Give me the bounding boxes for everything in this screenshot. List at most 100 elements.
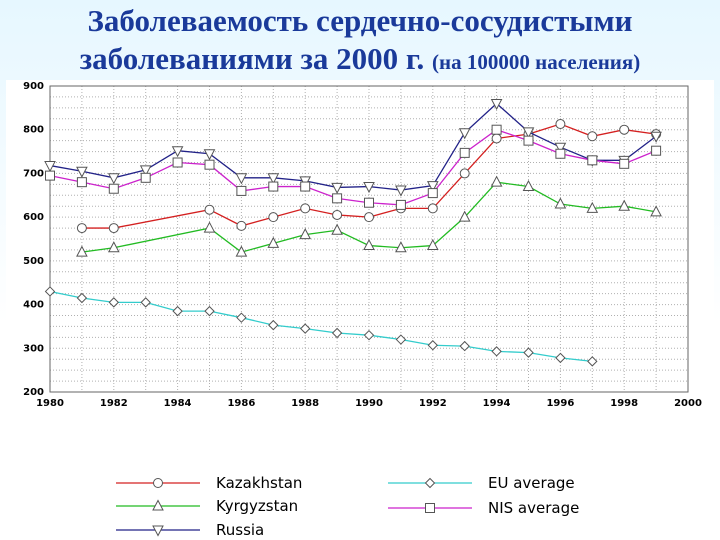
square-marker: [204, 159, 215, 170]
square-marker: [491, 124, 502, 135]
triangle-down-marker: [458, 128, 471, 140]
circle-marker: [459, 168, 470, 179]
triangle-up-marker: [235, 245, 248, 257]
square-marker: [172, 157, 183, 168]
x-tick-label: 1992: [419, 398, 447, 409]
legend-label: EU average: [488, 474, 575, 492]
circle-marker: [555, 119, 566, 130]
title-line-2: заболеваниями за 2000 г. (на 100000 насе…: [0, 40, 720, 81]
square-marker: [140, 172, 151, 183]
diamond-marker: [172, 305, 183, 317]
triangle-down-marker: [395, 185, 407, 197]
triangle-down-marker: [171, 146, 184, 158]
x-tick-label: 2000: [674, 398, 702, 409]
triangle-down-marker: [76, 166, 88, 178]
x-tick-label: 1982: [100, 398, 128, 409]
series-line-eu-average: [49, 290, 593, 363]
y-tick-label: 400: [23, 300, 44, 311]
circle-marker: [364, 212, 374, 223]
circle-marker: [268, 212, 279, 223]
chart-panel: 200 300 400 500 600 700 800 900 1980 1982 1984 198…: [6, 80, 714, 540]
triangle-up-marker: [554, 197, 567, 209]
y-tick-label: 900: [23, 81, 44, 92]
square-marker: [268, 181, 279, 192]
y-tick-label: 800: [23, 125, 44, 136]
triangle-up-marker: [76, 245, 88, 257]
triangle-down-marker: [426, 181, 439, 193]
circle-marker: [427, 203, 438, 214]
circle-marker: [204, 204, 215, 215]
y-axis-ticks: 200 300 400 500 600 700 800 900: [23, 81, 44, 398]
x-axis-ticks: 1980 1982 1984 1986 1988 1990 1992 1994 1996 1998…: [36, 398, 702, 409]
x-tick-label: 1986: [227, 398, 255, 409]
triangle-up-marker: [490, 175, 503, 187]
square-marker: [364, 197, 374, 208]
slide-title: Заболеваемость сердечно-сосудистыми забо…: [0, 2, 720, 81]
diamond-marker: [587, 356, 598, 367]
diamond-marker: [523, 347, 534, 358]
triangle-down-marker: [490, 98, 503, 111]
legend-label: Russia: [216, 521, 264, 539]
legend-item-kazakhstan: Kazakhstan: [116, 474, 302, 492]
triangle-up-marker: [203, 221, 216, 233]
triangle-down-marker: [554, 142, 567, 154]
diamond-marker: [555, 352, 566, 364]
triangle-down-marker: [152, 525, 164, 537]
triangle-up-marker: [586, 201, 599, 213]
series-nis-average: [45, 124, 662, 210]
diamond-marker: [268, 319, 279, 331]
diamond-marker: [44, 286, 56, 297]
series-kazakhstan: [76, 119, 662, 234]
diamond-marker: [363, 329, 375, 341]
legend-item-nis-average: NIS average: [388, 499, 579, 517]
triangle-down-marker: [331, 182, 343, 194]
triangle-down-marker: [107, 173, 120, 185]
square-marker: [76, 177, 87, 188]
square-marker: [236, 185, 247, 196]
square-marker: [459, 147, 470, 158]
legend-label: Kyrgyzstan: [216, 497, 298, 515]
diamond-marker: [204, 305, 215, 317]
title-line-2-main: заболеваниями за 2000 г.: [79, 41, 425, 76]
square-marker: [395, 199, 406, 210]
diamond-marker: [424, 477, 436, 489]
triangle-up-marker: [522, 179, 535, 192]
triangle-up-marker: [299, 228, 312, 240]
circle-marker: [491, 133, 502, 144]
diamond-marker: [395, 334, 407, 345]
triangle-down-marker: [235, 173, 248, 185]
circle-marker: [153, 478, 163, 488]
series-eu-average: [44, 286, 598, 367]
diamond-marker: [299, 323, 311, 334]
circle-marker: [587, 131, 598, 142]
circle-marker: [76, 223, 87, 234]
series-kyrgyzstan: [76, 175, 662, 257]
square-marker: [587, 155, 598, 166]
triangle-up-marker: [363, 238, 375, 251]
triangle-down-marker: [522, 127, 535, 139]
square-marker: [619, 158, 630, 169]
y-tick-label: 200: [23, 387, 44, 398]
diamond-marker: [236, 312, 247, 323]
square-marker: [108, 183, 119, 194]
triangle-up-marker: [267, 236, 280, 248]
square-marker: [555, 148, 566, 159]
circle-marker: [619, 124, 630, 135]
legend-label: Kazakhstan: [216, 474, 302, 492]
triangle-down-marker: [363, 182, 375, 194]
diamond-marker: [427, 340, 439, 351]
triangle-up-marker: [395, 241, 407, 253]
x-tick-label: 1988: [291, 398, 319, 409]
title-line-1: Заболеваемость сердечно-сосудистыми: [87, 3, 633, 38]
series-line-russia: [49, 102, 657, 191]
square-marker: [651, 145, 662, 156]
x-tick-label: 1980: [36, 398, 64, 409]
y-tick-label: 300: [23, 343, 44, 354]
series-layer: [44, 98, 662, 367]
x-tick-label: 1990: [355, 398, 383, 409]
legend-item-kyrgyzstan: Kyrgyzstan: [116, 497, 298, 515]
legend-item-russia: Russia: [116, 521, 264, 539]
square-marker: [332, 193, 343, 204]
triangle-down-marker: [267, 173, 280, 185]
